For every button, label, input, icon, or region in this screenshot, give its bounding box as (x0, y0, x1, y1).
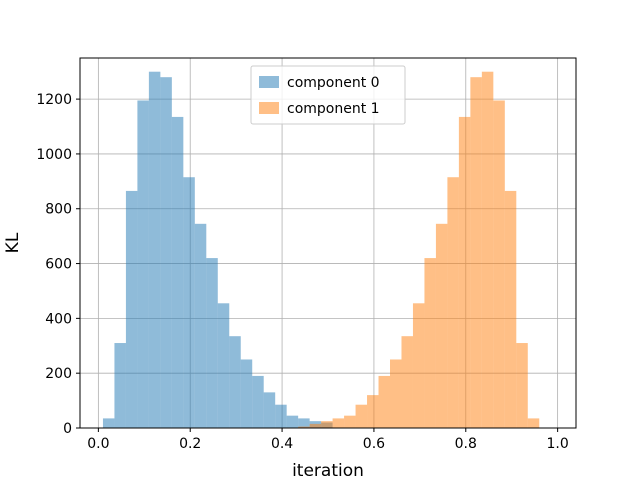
y-tick-label: 0 (63, 421, 72, 437)
bar-component-1 (504, 190, 517, 428)
legend-label-component-0: component 0 (287, 75, 380, 91)
legend-label-component-1: component 1 (287, 101, 380, 117)
y-tick-label: 400 (45, 311, 72, 327)
x-tick-label: 0.2 (179, 436, 201, 452)
bar-component-1 (355, 404, 368, 428)
bar-component-1 (493, 100, 505, 429)
bar-component-0 (298, 418, 310, 428)
bar-component-0 (206, 258, 218, 428)
bar-component-1 (470, 77, 482, 429)
bar-component-1 (401, 336, 413, 428)
y-tick-label: 1200 (36, 92, 72, 108)
bar-component-0 (171, 116, 184, 428)
legend-swatch-component-1 (259, 102, 279, 114)
bar-component-0 (125, 190, 138, 428)
histogram-bars (102, 71, 540, 429)
axis-ticks: 0.0 0.2 0.4 0.6 0.8 1.0 0 200 400 600 800 1000 1200 (36, 92, 568, 452)
x-tick-label: 0.4 (271, 436, 293, 452)
bar-component-0 (137, 100, 149, 429)
x-tick-label: 0.6 (363, 436, 385, 452)
y-tick-label: 600 (45, 257, 72, 273)
bar-component-1 (516, 343, 528, 428)
bar-component-0 (240, 359, 253, 428)
y-tick-label: 200 (45, 366, 72, 382)
bar-component-0 (194, 223, 207, 428)
x-tick-label: 1.0 (546, 436, 568, 452)
bar-component-1 (321, 421, 333, 428)
bar-component-1 (435, 223, 448, 428)
plot-frame (79, 57, 577, 429)
bar-component-1 (481, 71, 494, 428)
bar-component-0 (183, 177, 195, 428)
legend: component 0 component 1 (250, 65, 406, 125)
bar-component-0 (286, 415, 299, 428)
x-axis-label: iteration (292, 461, 364, 480)
legend-box (250, 65, 406, 125)
bar-component-0 (229, 336, 241, 428)
y-axis-label: KL (3, 232, 23, 253)
bar-component-0 (275, 404, 287, 428)
bar-component-0 (148, 71, 161, 428)
bar-component-1 (298, 426, 310, 428)
legend-swatch-component-0 (259, 76, 279, 88)
bar-component-0 (252, 375, 264, 428)
bar-component-1 (332, 418, 345, 428)
bar-component-1 (309, 423, 322, 428)
bar-component-1 (447, 177, 459, 428)
bar-component-1 (458, 116, 471, 428)
bar-component-1 (527, 418, 540, 428)
bar-component-0 (217, 303, 230, 428)
bar-component-1 (390, 359, 402, 428)
bar-component-1 (367, 395, 379, 428)
bar-component-1 (424, 258, 436, 428)
bar-component-0 (114, 343, 126, 428)
bar-component-0 (102, 418, 115, 428)
bar-component-0 (160, 77, 172, 429)
y-tick-label: 800 (45, 202, 72, 218)
bar-component-1 (412, 303, 425, 428)
bar-component-0 (263, 392, 276, 428)
x-tick-label: 0.0 (87, 436, 109, 452)
bar-component-1 (378, 375, 390, 428)
x-tick-label: 0.8 (455, 436, 477, 452)
y-tick-label: 1000 (36, 147, 72, 163)
bar-component-1 (344, 415, 356, 428)
